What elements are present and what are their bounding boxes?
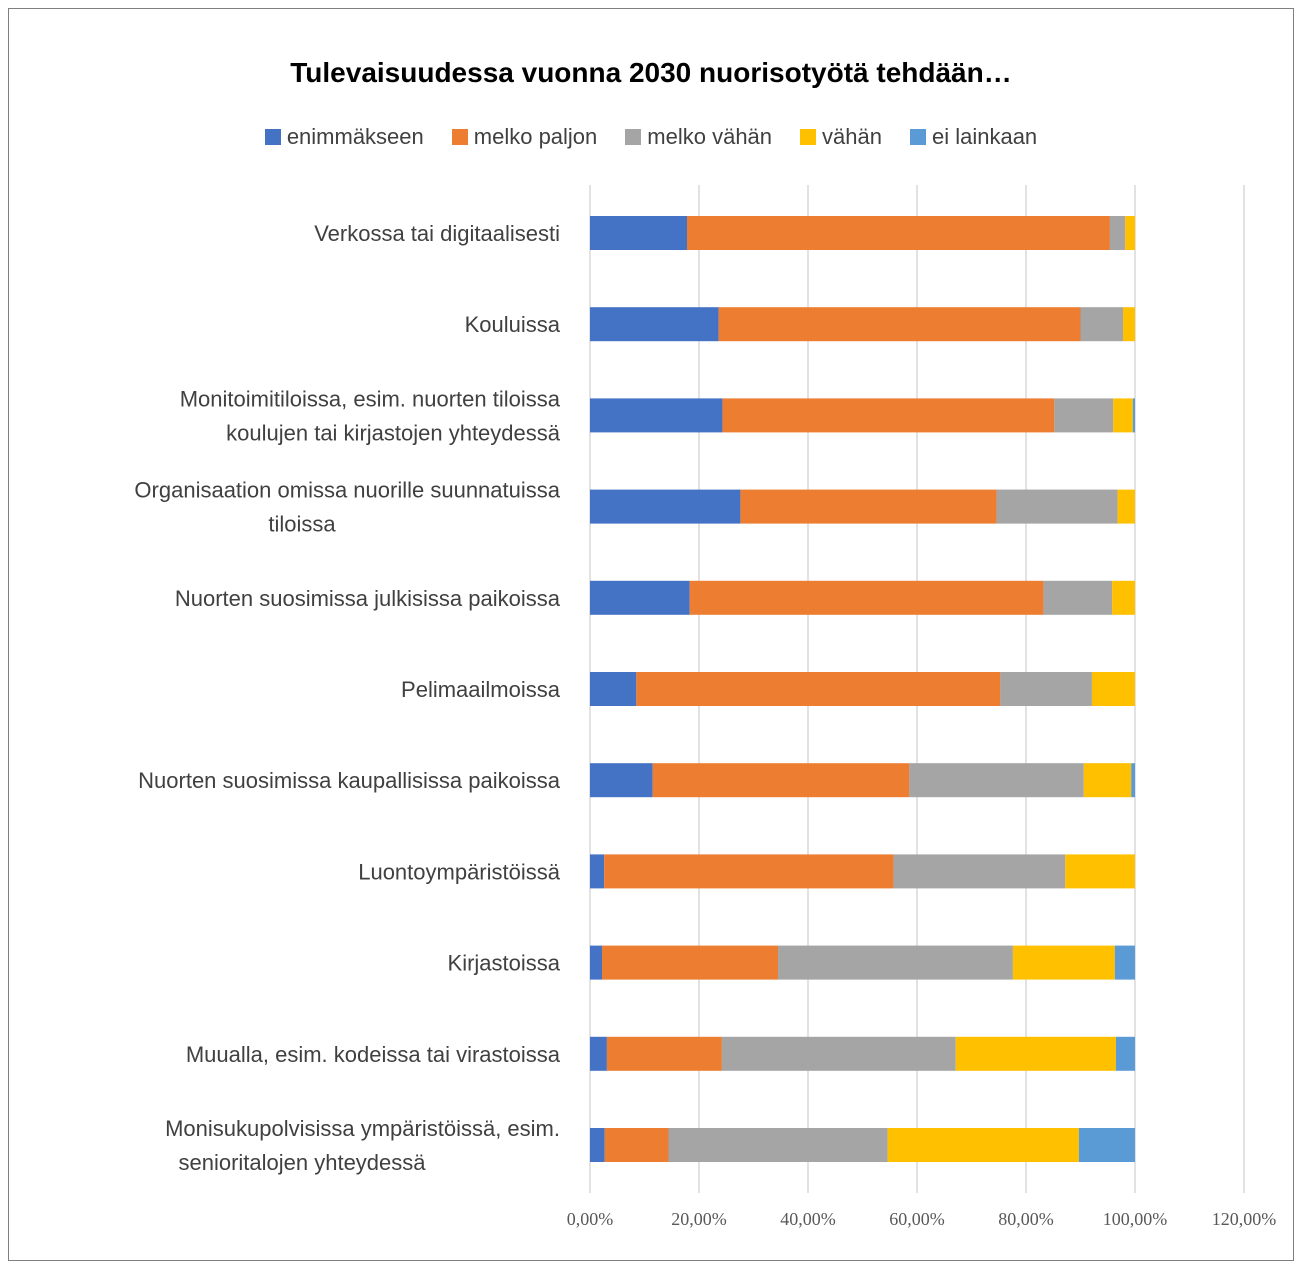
bar-segment: [590, 398, 723, 433]
bar-segment: [590, 489, 741, 524]
bar-segment: [1131, 763, 1135, 798]
legend-swatch: [625, 129, 642, 145]
bar-segment: [590, 580, 690, 615]
legend-item: vähän: [800, 124, 882, 150]
bar-segment: [590, 307, 719, 342]
bar-segment: [590, 216, 688, 250]
category-label: Monitoimitiloissa, esim. nuorten tiloiss…: [180, 386, 561, 411]
bar-segment: [668, 1128, 888, 1162]
bar-segment: [893, 854, 1066, 889]
category-label: Muualla, esim. kodeissa tai virastoissa: [186, 1042, 561, 1067]
x-tick-label: 60,00%: [889, 1209, 945, 1229]
bar-segment: [590, 1128, 605, 1162]
legend-label: melko paljon: [473, 124, 598, 149]
bar-segment: [606, 1036, 722, 1071]
legend-label: melko vähän: [647, 124, 773, 149]
category-label: Luontoympäristöissä: [358, 859, 561, 884]
bar-segment: [996, 489, 1118, 524]
bar-segment: [718, 307, 1081, 342]
category-label: senioritalojen yhteydessä: [178, 1150, 426, 1175]
chart-title: Tulevaisuudessa vuonna 2030 nuorisotyötä…: [290, 57, 1012, 88]
x-tick-label: 120,00%: [1212, 1209, 1277, 1229]
bar-segment: [601, 945, 779, 980]
category-label: Monisukupolvisissa ympäristöissä, esim.: [165, 1116, 560, 1141]
bar-segment: [1123, 307, 1135, 342]
bar-segment: [590, 672, 637, 706]
category-label: Nuorten suosimissa kaupallisissa paikois…: [138, 768, 561, 793]
legend-item: melko paljon: [451, 124, 598, 150]
bar-segment: [604, 1128, 669, 1162]
bar-segment: [1132, 398, 1135, 433]
bar-segment: [1080, 307, 1124, 342]
bar-segment: [1117, 489, 1135, 524]
bar-segment: [590, 763, 653, 798]
bar-segment: [1043, 580, 1113, 615]
category-label: Organisaation omissa nuorille suunnatuis…: [134, 478, 560, 503]
bar-segment: [887, 1128, 1079, 1162]
category-label: tiloissa: [268, 512, 336, 537]
legend-swatch: [800, 129, 817, 145]
bar-segment: [1065, 854, 1135, 889]
bar-segment: [1114, 945, 1135, 980]
legend-item: melko vähän: [625, 124, 772, 150]
bar-segment: [1112, 580, 1135, 615]
bar-segment: [590, 1036, 607, 1071]
legend-label: vähän: [822, 124, 882, 149]
x-tick-label: 80,00%: [998, 1209, 1054, 1229]
legend-item: enimmäkseen: [264, 124, 424, 150]
bar-segment: [1054, 398, 1114, 433]
legend-label: ei lainkaan: [931, 124, 1038, 149]
x-tick-label: 20,00%: [671, 1209, 727, 1229]
bar-segment: [1109, 216, 1126, 250]
bar-segment: [955, 1036, 1116, 1071]
legend-swatch: [451, 129, 468, 145]
category-label: Kouluissa: [465, 312, 561, 337]
bar-segment: [1000, 672, 1092, 706]
bar-segment: [652, 763, 910, 798]
bar-segment: [1012, 945, 1115, 980]
chart-legend: enimmäkseen melko paljon melko vähän vähän e…: [9, 124, 1293, 150]
bar-segment: [1078, 1128, 1135, 1162]
bar-segment: [909, 763, 1084, 798]
bar-segment: [722, 398, 1055, 433]
category-label: koulujen tai kirjastojen yhteydessä: [226, 420, 561, 445]
legend-swatch: [264, 129, 281, 145]
bar-segment: [721, 1036, 956, 1071]
category-label: Verkossa tai digitaalisesti: [314, 221, 560, 246]
bar-segment: [689, 580, 1044, 615]
bar-segment: [1091, 672, 1135, 706]
bar-segment: [1115, 1036, 1135, 1071]
bar-segment: [1113, 398, 1133, 433]
bar-segment: [604, 854, 894, 889]
bar-segment: [778, 945, 1013, 980]
bar-segment: [590, 945, 602, 980]
bar-segment: [1083, 763, 1132, 798]
category-label: Kirjastoissa: [448, 951, 561, 976]
bar-segment: [636, 672, 1001, 706]
x-tick-label: 0,00%: [567, 1209, 614, 1229]
legend-item: ei lainkaan: [909, 124, 1038, 150]
x-tick-label: 100,00%: [1103, 1209, 1168, 1229]
bar-segment: [740, 489, 997, 524]
legend-swatch: [909, 129, 926, 145]
legend-label: enimmäkseen: [286, 124, 424, 149]
bar-segment: [687, 216, 1110, 250]
x-tick-label: 40,00%: [780, 1209, 836, 1229]
category-label: Pelimaailmoissa: [401, 677, 561, 702]
bar-segment: [590, 854, 605, 889]
category-label: Nuorten suosimissa julkisissa paikoissa: [175, 586, 561, 611]
bar-segment: [1125, 216, 1135, 250]
